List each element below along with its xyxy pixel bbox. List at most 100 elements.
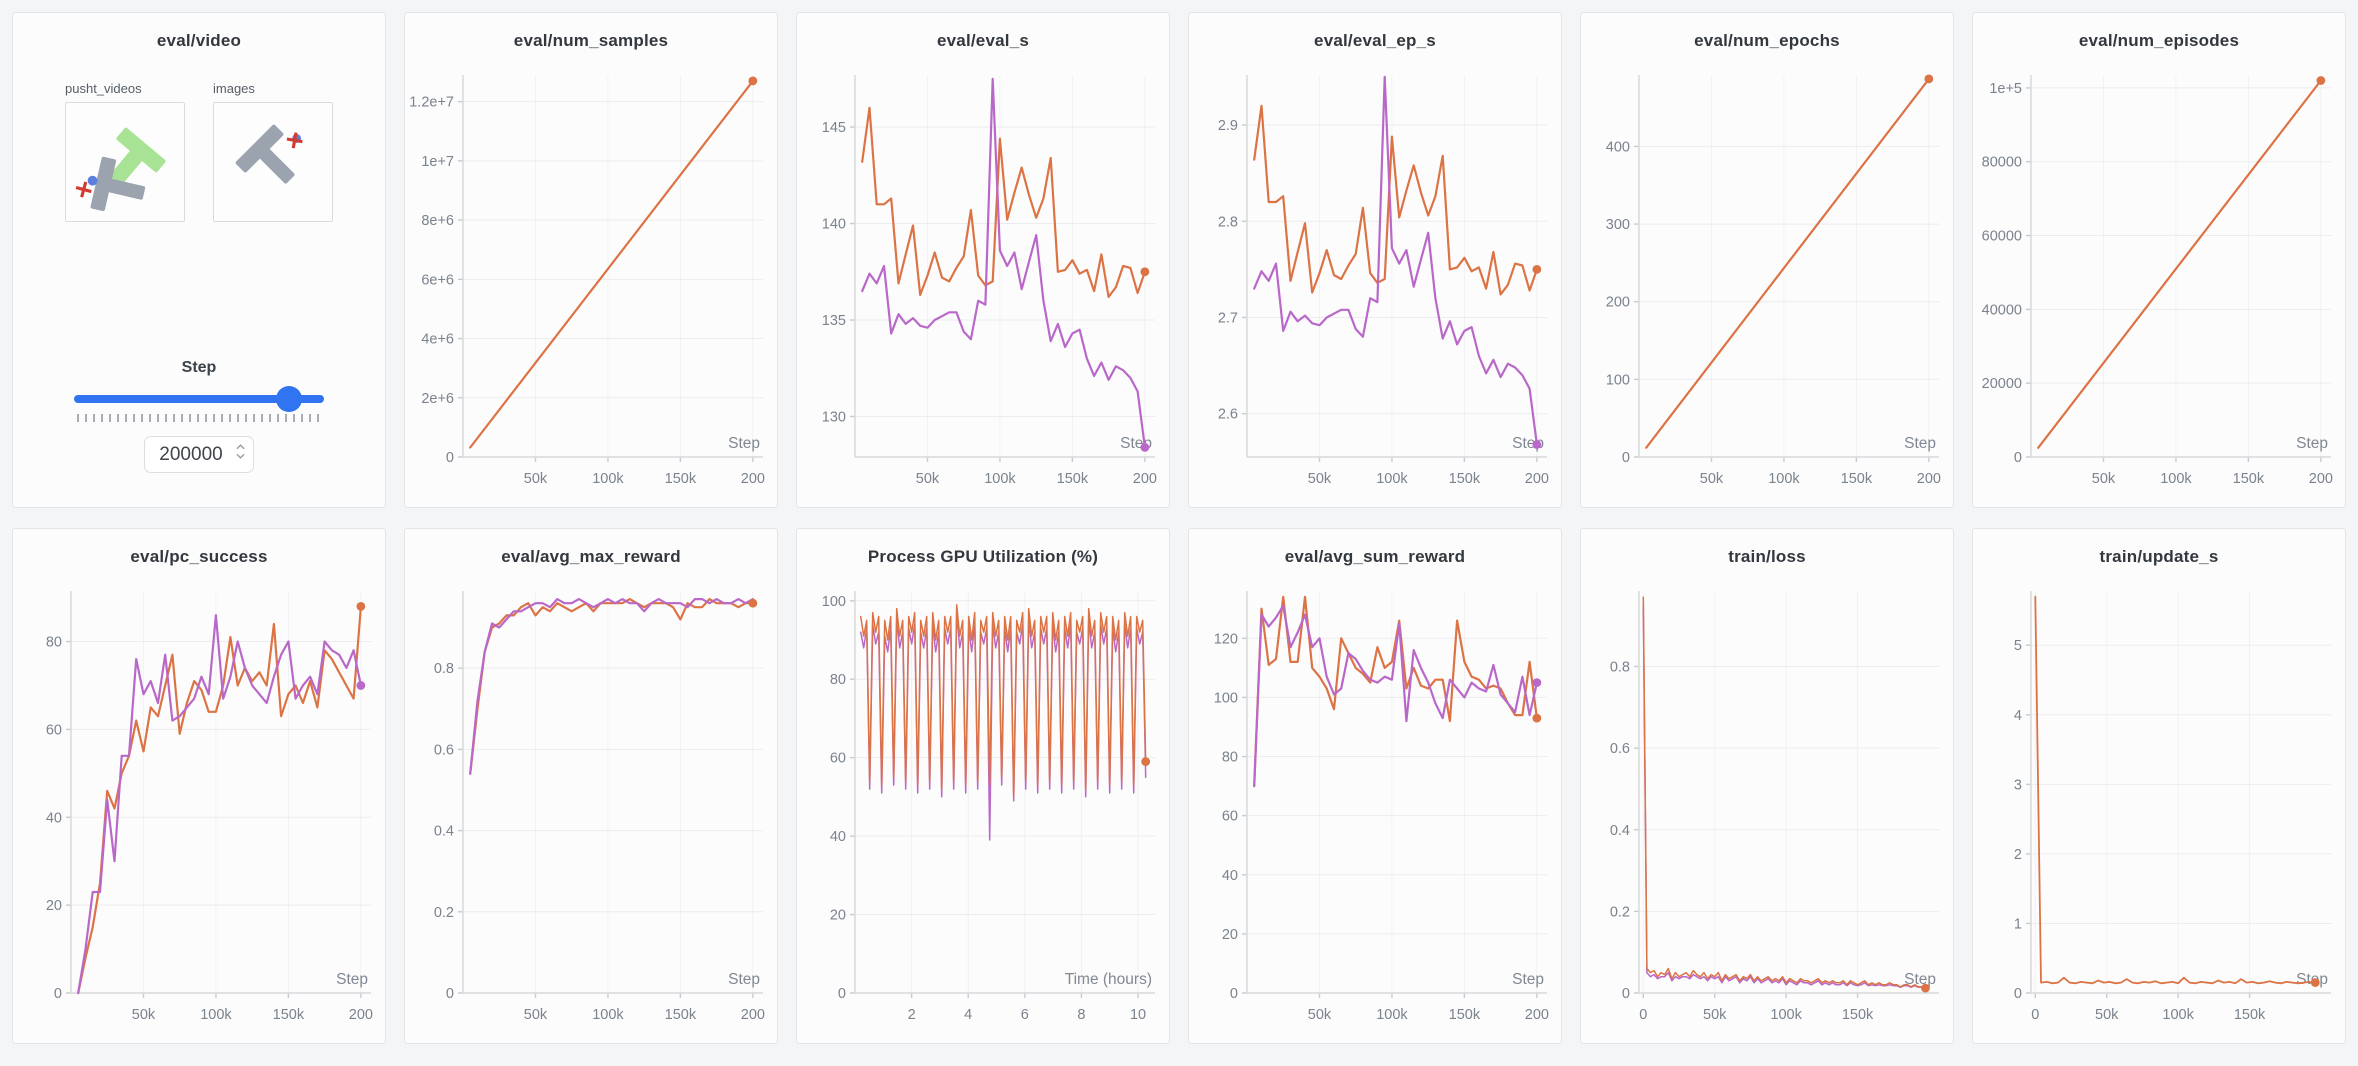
svg-text:80: 80 bbox=[46, 635, 62, 651]
svg-text:2e+6: 2e+6 bbox=[421, 391, 454, 407]
svg-text:100k: 100k bbox=[200, 1007, 232, 1023]
goal-cross bbox=[75, 181, 92, 198]
svg-text:4: 4 bbox=[964, 1007, 972, 1023]
svg-text:200: 200 bbox=[1525, 471, 1549, 487]
svg-text:50k: 50k bbox=[524, 1007, 548, 1023]
svg-text:40: 40 bbox=[1222, 868, 1238, 884]
series-end-dot-run-purple bbox=[1140, 442, 1150, 452]
svg-text:200: 200 bbox=[1133, 471, 1157, 487]
chart-panel-eval-eval-s[interactable]: eval/eval_s 50k 100k 150k 200 130 135 140 145 Ste… bbox=[796, 12, 1170, 508]
x-axis-label: Step bbox=[1512, 971, 1544, 988]
svg-text:0.8: 0.8 bbox=[434, 661, 454, 677]
agent-dot bbox=[87, 175, 98, 186]
images-frame bbox=[235, 124, 303, 184]
chart-svg-eval-avg-sum-reward[interactable]: 50k 100k 150k 200 0 20 40 60 80 100 120 Step bbox=[1189, 581, 1561, 1039]
series-line-run-orange bbox=[859, 603, 1147, 798]
series-line-run-orange bbox=[1253, 595, 1538, 788]
chart-title: eval/pc_success bbox=[130, 547, 268, 566]
chart-svg-train-loss[interactable]: 0 50k 100k 150k 0 0.2 0.4 0.6 0.8 Step bbox=[1581, 581, 1953, 1039]
chart-panel-eval-num-episodes[interactable]: eval/num_episodes 50k 100k 150k 200 0 20000 400… bbox=[1972, 12, 2346, 508]
svg-text:50k: 50k bbox=[2092, 471, 2116, 487]
svg-text:100k: 100k bbox=[2160, 471, 2192, 487]
svg-text:6e+6: 6e+6 bbox=[421, 272, 454, 288]
svg-text:20: 20 bbox=[46, 898, 62, 914]
chart-svg-train-update-s[interactable]: 0 50k 100k 150k 0 1 2 3 4 5 Step bbox=[1973, 581, 2345, 1039]
chart-title: train/loss bbox=[1728, 547, 1806, 566]
step-input-field[interactable] bbox=[144, 436, 254, 473]
svg-text:6: 6 bbox=[1021, 1007, 1029, 1023]
svg-text:0.6: 0.6 bbox=[1610, 741, 1630, 757]
step-slider-ticks bbox=[77, 414, 321, 422]
chart-panel-eval-num-samples[interactable]: eval/num_samples 50k 100k 150k 200 0 2e+6 4e+6 6… bbox=[404, 12, 778, 508]
chart-panel-eval-pc-success[interactable]: eval/pc_success 50k 100k 150k 200 0 20 40 60 80 St… bbox=[12, 528, 386, 1044]
series-line-run-purple bbox=[1253, 75, 1538, 446]
svg-text:1: 1 bbox=[2014, 916, 2022, 932]
svg-text:0: 0 bbox=[2014, 450, 2022, 466]
chart-svg-eval-num-samples[interactable]: 50k 100k 150k 200 0 2e+6 4e+6 6e+6 8e+6 1e+7 1.2e+… bbox=[405, 65, 777, 503]
chart-svg-eval-pc-success[interactable]: 50k 100k 150k 200 0 20 40 60 80 Step bbox=[13, 581, 385, 1039]
svg-text:400: 400 bbox=[1606, 139, 1630, 155]
svg-text:40: 40 bbox=[46, 810, 62, 826]
svg-text:100k: 100k bbox=[592, 471, 624, 487]
pusht-videos-thumbnail[interactable] bbox=[65, 102, 185, 222]
svg-text:50k: 50k bbox=[524, 471, 548, 487]
svg-text:20000: 20000 bbox=[1982, 376, 2022, 392]
chart-panel-eval-avg-sum-reward[interactable]: eval/avg_sum_reward 50k 100k 150k 200 0 20 40 60… bbox=[1188, 528, 1562, 1044]
chart-svg-eval-num-epochs[interactable]: 50k 100k 150k 200 0 100 200 300 400 Step bbox=[1581, 65, 1953, 503]
svg-text:0: 0 bbox=[446, 450, 454, 466]
chevron-down-icon[interactable] bbox=[236, 453, 245, 459]
series-end-dot-run-purple bbox=[1532, 678, 1542, 688]
svg-text:50k: 50k bbox=[916, 471, 940, 487]
chart-panel-eval-num-epochs[interactable]: eval/num_epochs 50k 100k 150k 200 0 100 200 300 4… bbox=[1580, 12, 1954, 508]
chart-panel-train-loss[interactable]: train/loss 0 50k 100k 150k 0 0.2 0.4 0.6 0.8 Step bbox=[1580, 528, 1954, 1044]
chart-title: eval/num_epochs bbox=[1694, 31, 1840, 50]
chart-panel-process-gpu-utilization[interactable]: Process GPU Utilization (%) 2 4 6 8 10 0 20 40 60… bbox=[796, 528, 1170, 1044]
svg-text:50k: 50k bbox=[132, 1007, 156, 1023]
chart-panel-eval-eval-ep-s[interactable]: eval/eval_ep_s 50k 100k 150k 200 2.6 2.7 2.8 2.9… bbox=[1188, 12, 1562, 508]
step-slider-handle[interactable] bbox=[276, 386, 302, 412]
series-line-run-orange bbox=[77, 605, 362, 995]
step-slider[interactable] bbox=[74, 386, 324, 412]
svg-text:0: 0 bbox=[54, 986, 62, 1002]
series-end-dot-run-orange bbox=[2310, 978, 2320, 987]
chevron-up-icon[interactable] bbox=[236, 444, 245, 450]
svg-text:0: 0 bbox=[838, 986, 846, 1002]
chart-panel-eval-avg-max-reward[interactable]: eval/avg_max_reward 50k 100k 150k 200 0 0.2 0.4… bbox=[404, 528, 778, 1044]
svg-text:80: 80 bbox=[1222, 750, 1238, 766]
chart-title: eval/num_episodes bbox=[2078, 31, 2240, 50]
chart-svg-eval-avg-max-reward[interactable]: 50k 100k 150k 200 0 0.2 0.4 0.6 0.8 Step bbox=[405, 581, 777, 1039]
svg-text:100: 100 bbox=[822, 594, 846, 610]
chart-title: Process GPU Utilization (%) bbox=[867, 547, 1099, 566]
svg-text:80000: 80000 bbox=[1982, 155, 2022, 171]
series-line-run bbox=[1645, 77, 1930, 449]
svg-text:150k: 150k bbox=[665, 471, 697, 487]
svg-text:40: 40 bbox=[830, 829, 846, 845]
media-group-images: images bbox=[213, 81, 333, 222]
svg-text:200: 200 bbox=[741, 1007, 765, 1023]
svg-text:2: 2 bbox=[2014, 847, 2022, 863]
svg-text:0.2: 0.2 bbox=[1610, 904, 1630, 920]
series-line-run-purple bbox=[1253, 604, 1538, 788]
step-input-stepper[interactable] bbox=[236, 444, 245, 459]
pusht-video-frame bbox=[75, 127, 166, 212]
svg-text:0.8: 0.8 bbox=[1610, 660, 1630, 676]
step-slider-track[interactable] bbox=[74, 395, 324, 403]
series-end-dot-run bbox=[748, 76, 758, 86]
panel-eval-video[interactable]: eval/video pusht_videos bbox=[12, 12, 386, 508]
series-end-dot-run-purple bbox=[1532, 440, 1542, 449]
chart-svg-eval-num-episodes[interactable]: 50k 100k 150k 200 0 20000 40000 60000 80000 1e+5 S… bbox=[1973, 65, 2345, 503]
images-thumbnail[interactable] bbox=[213, 102, 333, 222]
svg-text:2.7: 2.7 bbox=[1218, 310, 1238, 326]
svg-text:8: 8 bbox=[1077, 1007, 1085, 1023]
svg-text:8e+6: 8e+6 bbox=[421, 213, 454, 229]
step-input[interactable] bbox=[144, 436, 254, 473]
x-axis-label: Step bbox=[2296, 435, 2328, 452]
chart-panel-train-update-s[interactable]: train/update_s 0 50k 100k 150k 0 1 2 3 4 5 Step bbox=[1972, 528, 2346, 1044]
series-line-run-purple bbox=[469, 598, 754, 775]
svg-text:300: 300 bbox=[1606, 217, 1630, 233]
gray-t-shape bbox=[90, 156, 146, 212]
svg-text:140: 140 bbox=[822, 217, 846, 233]
